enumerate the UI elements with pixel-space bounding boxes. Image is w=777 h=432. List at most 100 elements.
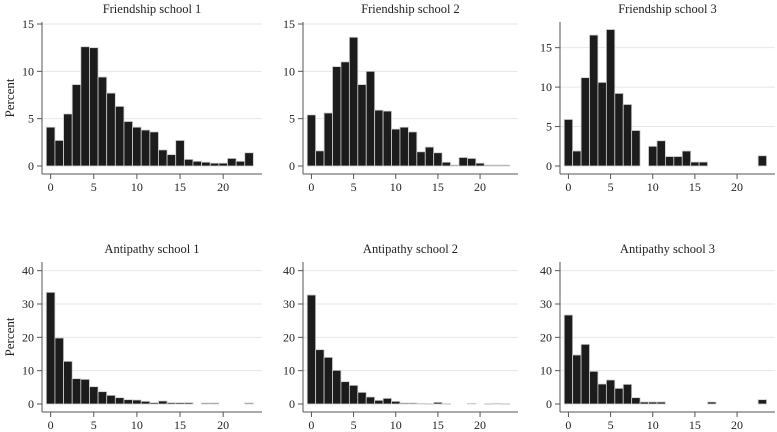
panel-title: Friendship school 2: [361, 2, 460, 16]
y-tick-label: 10: [22, 64, 34, 78]
bar: [340, 381, 350, 405]
bar: [622, 104, 633, 167]
y-tick-label: 15: [22, 17, 34, 31]
bar: [158, 400, 168, 405]
bar: [201, 402, 211, 405]
panel-6: Antipathy school 3 0 10 20 30 40 0 5 10 15 20: [540, 242, 775, 432]
bar: [227, 158, 237, 167]
y-tick-label: 40: [22, 264, 34, 278]
bar: [605, 29, 616, 167]
bar: [382, 110, 392, 167]
y-tick-label: 5: [546, 120, 552, 134]
bar: [123, 121, 133, 167]
x-tick-label: 10: [131, 180, 143, 194]
bar: [106, 394, 116, 405]
panel-title: Friendship school 3: [618, 2, 717, 16]
y-tick-label: 30: [22, 297, 34, 311]
bar: [648, 401, 658, 405]
x-tick-label: 10: [390, 418, 402, 432]
panel-title: Antipathy school 2: [363, 242, 458, 256]
x-tick-label: 5: [608, 418, 614, 432]
bar: [71, 378, 82, 405]
bar: [123, 399, 133, 405]
bar: [132, 126, 142, 167]
bar: [54, 140, 64, 167]
bar: [158, 149, 168, 167]
bar: [467, 402, 477, 405]
bar: [340, 61, 350, 167]
x-tick-label: 10: [390, 180, 402, 194]
bar: [433, 401, 443, 405]
y-tick-label: 20: [22, 330, 34, 344]
bar: [441, 161, 451, 167]
x-tick-label: 10: [647, 180, 659, 194]
x-tick-label: 0: [308, 180, 314, 194]
bar: [365, 70, 376, 167]
bar: [315, 150, 325, 167]
bar: [399, 126, 409, 167]
x-tick-label: 15: [689, 180, 701, 194]
bar: [492, 164, 502, 167]
y-tick-label: 30: [540, 297, 552, 311]
x-tick-label: 5: [608, 180, 614, 194]
y-tick-label: 5: [289, 112, 295, 126]
bar: [589, 34, 599, 167]
x-tick-label: 0: [308, 418, 314, 432]
bar: [399, 402, 409, 405]
bar: [175, 402, 185, 405]
bar: [132, 399, 142, 405]
y-tick-label: 30: [283, 297, 295, 311]
y-tick-label: 10: [22, 364, 34, 378]
bar: [589, 370, 599, 405]
bar: [97, 76, 108, 167]
bar: [357, 391, 367, 405]
y-tick-label: 15: [283, 17, 295, 31]
bar: [63, 360, 73, 405]
bar: [492, 402, 502, 405]
bar: [323, 356, 333, 405]
bar: [332, 369, 342, 405]
bar: [563, 314, 574, 405]
bar: [656, 140, 666, 167]
bar: [244, 402, 254, 405]
bar: [563, 119, 574, 167]
y-tick-label: 5: [28, 112, 34, 126]
panel-1: Friendship school 1 0 5 10 15 0 5 10 15 20 Percent: [2, 2, 262, 194]
bar: [450, 164, 460, 167]
bar: [458, 157, 468, 167]
y-tick-label: 0: [28, 159, 34, 173]
bar: [407, 131, 418, 167]
panel-4: Antipathy school 1 0 10 20 30 40 0 5 10 15 20 Perce…: [2, 242, 262, 432]
bar: [433, 152, 443, 167]
bar: [614, 93, 624, 167]
y-tick-label: 15: [540, 41, 552, 55]
x-tick-label: 15: [689, 418, 701, 432]
y-tick-label: 0: [546, 159, 552, 173]
bar: [306, 294, 317, 405]
bar: [209, 162, 220, 167]
bar: [54, 337, 64, 405]
x-tick-label: 20: [217, 180, 229, 194]
x-tick-label: 15: [432, 180, 444, 194]
bar: [664, 156, 675, 167]
x-tick-label: 5: [91, 180, 97, 194]
x-tick-label: 20: [474, 180, 486, 194]
bar: [114, 105, 125, 167]
bar: [149, 402, 159, 405]
bar: [235, 160, 246, 167]
bar: [348, 384, 359, 405]
panel-title: Friendship school 1: [103, 2, 202, 16]
bar: [192, 160, 203, 167]
panel-5: Antipathy school 2 0 10 20 30 40 0 5 10 15 20: [283, 242, 518, 432]
bar: [218, 162, 228, 167]
bar: [348, 36, 359, 167]
bar: [698, 161, 708, 167]
x-tick-label: 5: [91, 418, 97, 432]
bar: [597, 81, 607, 167]
bar: [483, 164, 494, 167]
bar: [80, 46, 90, 167]
bar: [374, 109, 384, 167]
bar: [140, 129, 151, 167]
bar: [690, 161, 700, 167]
